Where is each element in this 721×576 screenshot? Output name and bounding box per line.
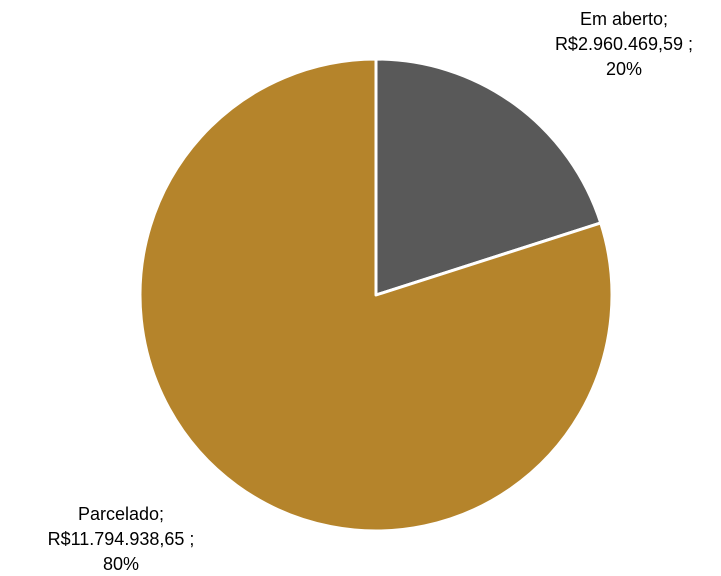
pie-slices <box>138 57 614 533</box>
data-label-line: 20% <box>606 59 642 79</box>
data-label-em-aberto: Em aberto; R$2.960.469,59 ; 20% <box>555 9 693 79</box>
data-labels: Em aberto; R$2.960.469,59 ; 20% Parcelado; R… <box>48 9 693 574</box>
data-label-line: R$2.960.469,59 ; <box>555 34 693 54</box>
pie-slice-parcelado <box>138 57 614 533</box>
data-label-line: Em aberto; <box>580 9 668 29</box>
data-label-line: Parcelado; <box>78 504 164 524</box>
data-label-line: 80% <box>103 554 139 574</box>
data-label-parcelado: Parcelado; R$11.794.938,65 ; 80% <box>48 504 195 574</box>
pie-slice-em-aberto <box>374 57 603 297</box>
data-label-line: R$11.794.938,65 ; <box>48 529 195 549</box>
